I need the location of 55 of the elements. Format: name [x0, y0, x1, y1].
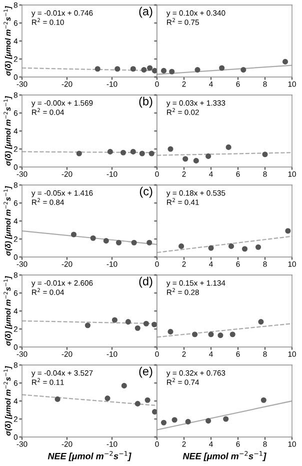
point — [226, 144, 232, 150]
point — [282, 58, 288, 64]
point — [260, 397, 266, 403]
point — [230, 332, 236, 338]
x-axis-title: NEE [μmol m$^{−2}$s$^{−1}$] — [182, 451, 266, 462]
point — [169, 68, 175, 74]
point — [125, 319, 131, 325]
point — [131, 240, 137, 246]
point — [172, 417, 178, 423]
point — [152, 322, 157, 328]
point — [206, 153, 212, 159]
point — [206, 418, 212, 424]
point — [223, 416, 229, 422]
point — [218, 332, 224, 338]
x-axis-title: NEE [μmol m$^{−2}$s$^{−1}$] — [48, 451, 132, 462]
point — [228, 243, 234, 249]
point — [255, 244, 262, 250]
point — [84, 322, 90, 328]
point — [143, 320, 149, 326]
point — [178, 243, 184, 249]
point — [194, 67, 200, 73]
annotation: (c) — [140, 186, 152, 198]
point — [185, 418, 191, 424]
point — [160, 420, 167, 426]
point — [112, 317, 118, 323]
point — [134, 325, 140, 331]
point — [208, 245, 214, 251]
point — [262, 152, 268, 158]
point — [219, 65, 225, 71]
point — [70, 232, 77, 238]
point — [285, 228, 291, 234]
point — [116, 240, 122, 246]
point — [90, 235, 96, 241]
point — [152, 409, 157, 415]
point — [192, 332, 198, 338]
point — [160, 68, 167, 74]
point — [121, 382, 127, 388]
point — [134, 400, 140, 406]
point — [54, 396, 60, 402]
annotation: (b) — [139, 96, 152, 108]
annotation: (a) — [139, 6, 152, 18]
point — [168, 328, 174, 334]
point — [104, 396, 110, 402]
point — [240, 67, 246, 73]
point — [258, 319, 264, 325]
point — [146, 240, 152, 246]
annotation: (d) — [139, 276, 152, 288]
point — [208, 332, 214, 338]
point — [242, 246, 248, 252]
point — [182, 156, 188, 162]
point — [144, 397, 150, 403]
point — [193, 158, 199, 164]
point — [168, 146, 174, 152]
annotation: (e) — [139, 366, 152, 378]
point — [103, 238, 109, 244]
